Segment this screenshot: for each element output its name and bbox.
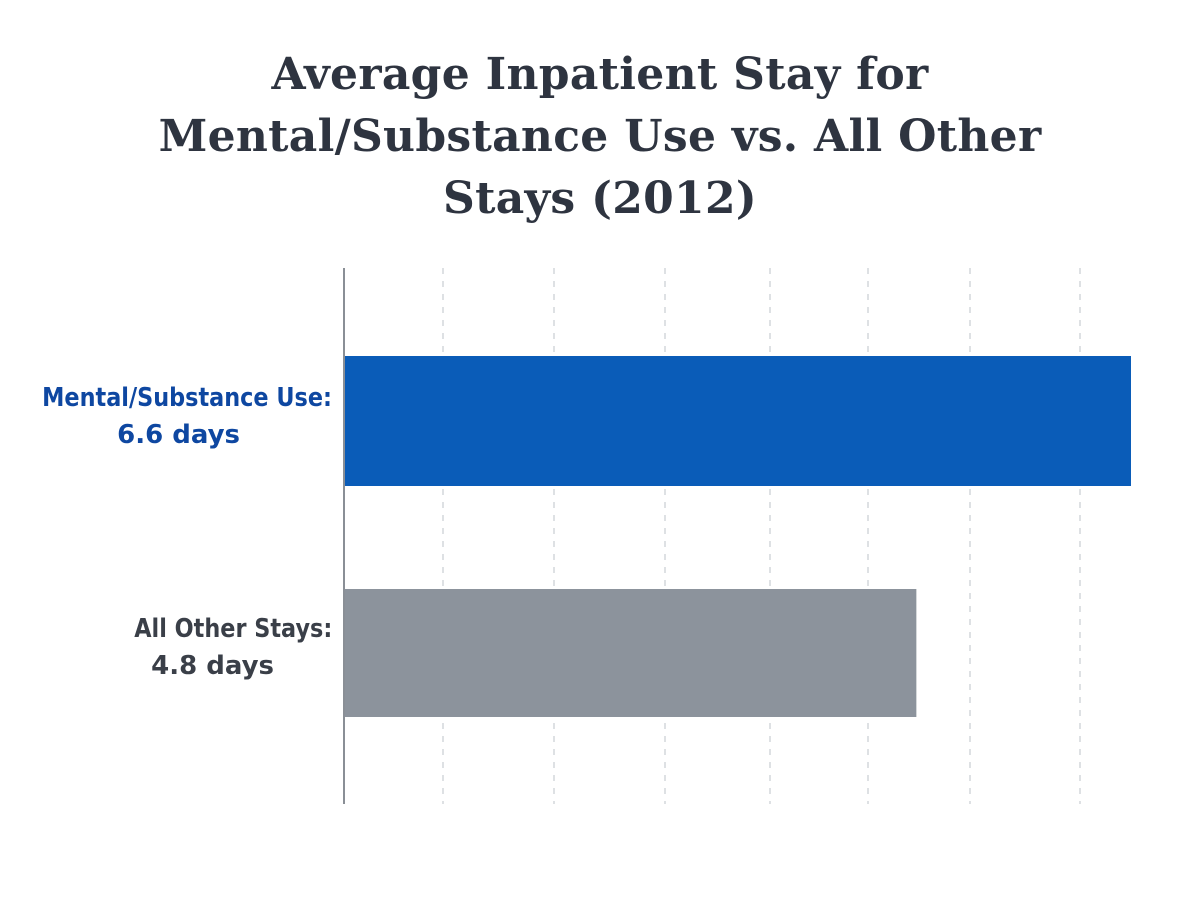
- data-label-mental-substance-use: 6.6 days: [117, 420, 240, 450]
- chart-title-line-3: Stays (2012): [443, 173, 757, 224]
- bar-all-other-stays: [344, 589, 917, 717]
- chart-title-line-1: Average Inpatient Stay for: [271, 49, 929, 100]
- category-name-mental-substance-use: Mental/Substance Use:: [42, 383, 332, 413]
- category-name-all-other-stays: All Other Stays:: [133, 614, 332, 644]
- category-label-all-other-stays: All Other Stays: 4.8 days: [102, 611, 332, 685]
- chart-title: Average Inpatient Stay for Mental/Substa…: [100, 44, 1100, 230]
- bar-mental-substance-use: [344, 356, 1131, 486]
- category-label-mental-substance-use: Mental/Substance Use: 6.6 days: [0, 380, 332, 454]
- data-label-all-other-stays: 4.8 days: [151, 651, 274, 681]
- chart-title-line-2: Mental/Substance Use vs. All Other: [158, 111, 1042, 162]
